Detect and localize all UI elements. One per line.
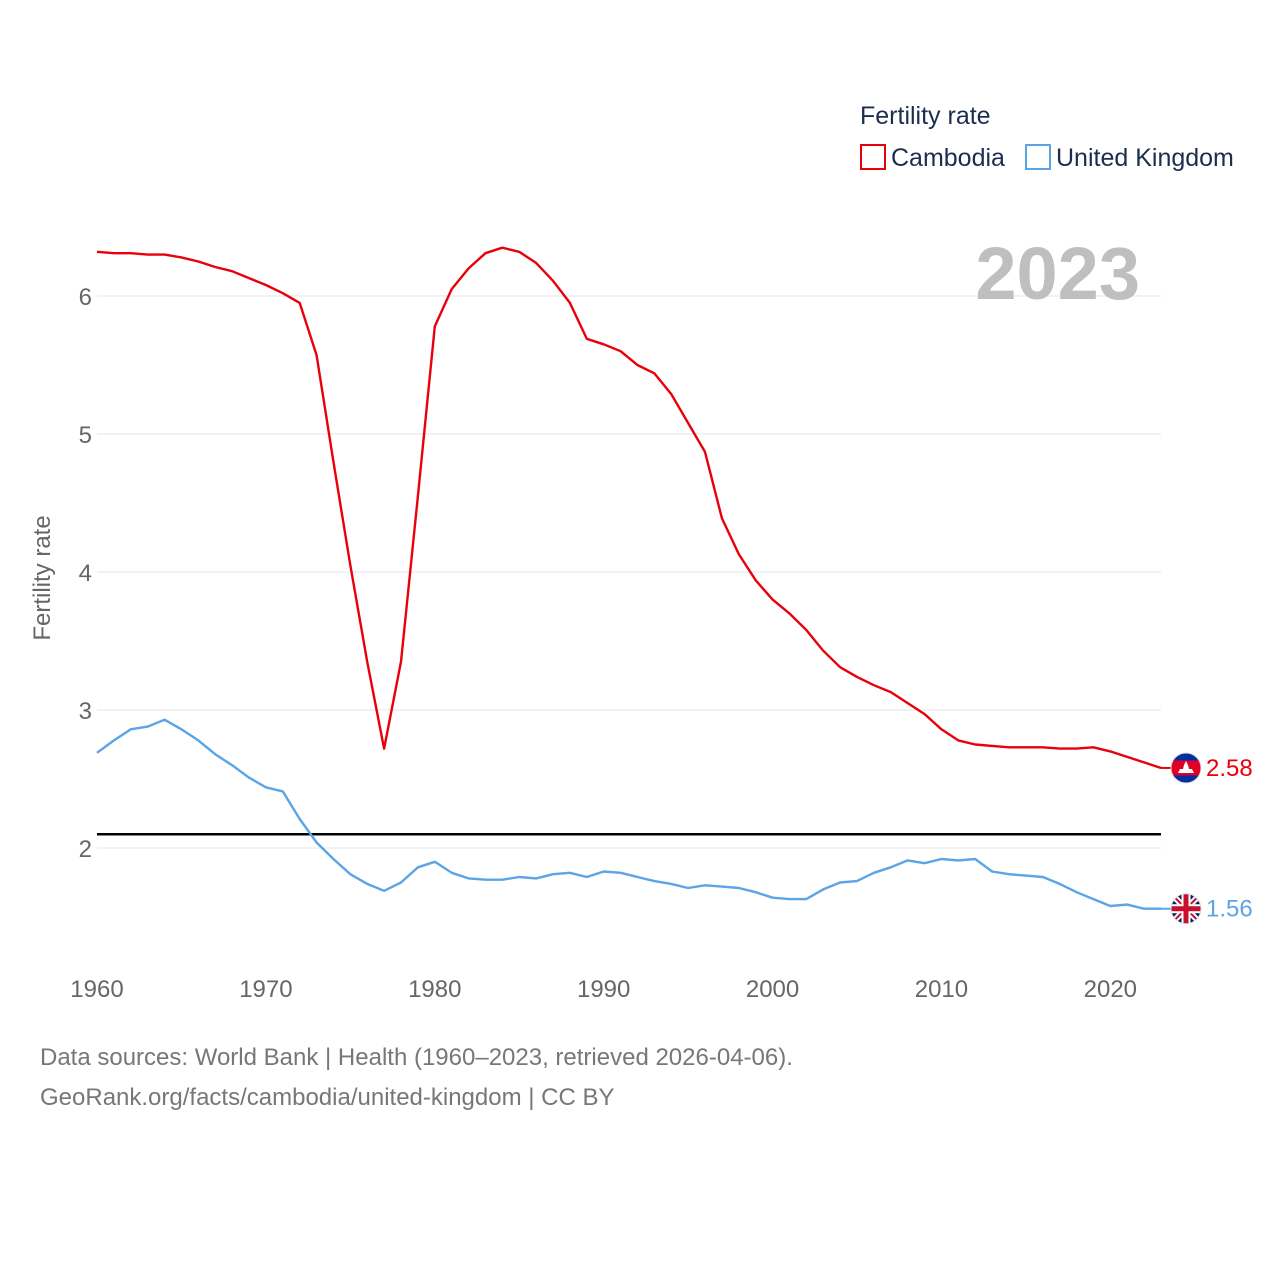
y-tick-label-6: 6 bbox=[79, 284, 92, 311]
series-lines bbox=[96, 246, 1162, 910]
year-label: 2023 bbox=[975, 232, 1140, 315]
x-tick-label-2010: 2010 bbox=[915, 976, 968, 1003]
y-tick-label-2: 2 bbox=[79, 836, 92, 863]
footer-source: Data sources: World Bank | Health (1960–… bbox=[40, 1044, 793, 1071]
x-tick-label-1980: 1980 bbox=[408, 976, 461, 1003]
legend-label-united-kingdom: United Kingdom bbox=[1056, 144, 1234, 172]
series-line-united-kingdom[interactable] bbox=[96, 718, 1161, 910]
legend-title: Fertility rate bbox=[860, 102, 991, 130]
y-tick-label-5: 5 bbox=[79, 422, 92, 449]
footer-credit: GeoRank.org/facts/cambodia/united-kingdo… bbox=[40, 1084, 615, 1111]
legend-swatch-united-kingdom bbox=[1025, 144, 1051, 170]
x-tick-label-1970: 1970 bbox=[239, 976, 292, 1003]
y-tick-label-3: 3 bbox=[79, 698, 92, 725]
gridlines bbox=[97, 295, 1161, 849]
x-tick-label-2000: 2000 bbox=[746, 976, 799, 1003]
legend-item-united-kingdom[interactable]: United Kingdom bbox=[1025, 144, 1234, 172]
legend-label-cambodia: Cambodia bbox=[891, 144, 1005, 172]
legend-item-cambodia[interactable]: Cambodia bbox=[860, 144, 1005, 172]
end-value-label-cambodia: 2.58 bbox=[1206, 755, 1253, 782]
series-line-cambodia[interactable] bbox=[96, 246, 1162, 770]
x-tick-label-1990: 1990 bbox=[577, 976, 630, 1003]
legend: Fertility rate Cambodia United Kingdom bbox=[860, 102, 1234, 172]
series-end-labels: 2.58 1.56 bbox=[1161, 752, 1253, 925]
legend-swatch-cambodia bbox=[860, 144, 886, 170]
y-tick-label-4: 4 bbox=[79, 560, 92, 587]
y-axis-ticks: 2 3 4 5 6 bbox=[79, 284, 92, 863]
united-kingdom-flag-icon bbox=[1170, 893, 1202, 925]
x-tick-label-2020: 2020 bbox=[1084, 976, 1137, 1003]
end-value-label-united-kingdom: 1.56 bbox=[1206, 896, 1253, 923]
y-axis-title: Fertility rate bbox=[29, 515, 56, 640]
x-axis-ticks: 1960 1970 1980 1990 2000 2010 2020 bbox=[70, 976, 1137, 1003]
x-tick-label-1960: 1960 bbox=[70, 976, 123, 1003]
cambodia-flag-icon bbox=[1170, 752, 1202, 784]
